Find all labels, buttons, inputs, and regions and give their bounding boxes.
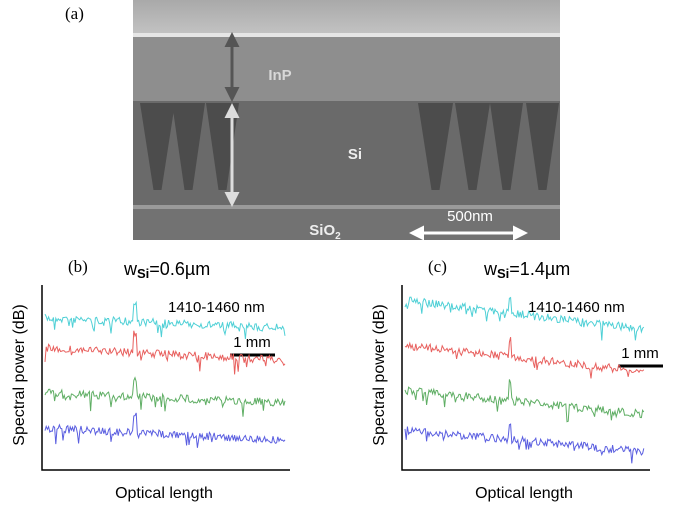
hole [455,103,490,190]
x-axis-label: Optical length [115,485,213,502]
panel-label: (a) [65,4,84,23]
y-axis-label: Spectral power (dB) [11,304,28,445]
layer-label: Si [348,146,362,163]
hole [140,103,175,190]
panel-label: (b) [68,257,88,276]
scale-bar-label: 1 mm [233,334,271,351]
sem-image [133,0,560,241]
hole [172,103,205,190]
width-label: wSi=1.4µm [483,259,570,282]
width-value: =0.6µm [149,259,210,279]
width-label: wSi=0.6µm [123,259,210,282]
range-label: 1410-1460 nm [168,299,265,316]
width-sub: Si [137,266,149,281]
width-value: =1.4µm [509,259,570,279]
trace [404,423,645,464]
axes [41,285,290,471]
scale-bar-label: 1 mm [621,345,659,362]
trace [44,376,286,417]
hole [526,103,559,190]
panel-c: (c) wSi=1.4µm 1410-1460 nm 1 mm Spectral pow… [371,257,663,502]
y-axis-label: Spectral power (dB) [371,304,388,445]
trace [44,412,286,448]
hole [490,103,523,190]
trace [404,296,645,341]
scale-bar-label: 500nm [447,208,493,225]
trace [44,330,286,375]
layer-label: SiO2 [309,222,341,242]
range-label: 1410-1460 nm [528,299,625,316]
axes [401,285,650,471]
width-symbol: w [483,259,498,279]
panel-label: (c) [428,257,447,276]
trace [404,336,645,379]
x-axis-label: Optical length [475,485,573,502]
width-sub: Si [497,266,509,281]
trace [404,379,645,423]
width-symbol: w [123,259,138,279]
layer-label: InP [268,67,291,84]
trace [44,300,286,340]
panel-b: (b) wSi=0.6µm 1410-1460 nm 1 mm Spectral pow… [11,257,290,502]
hole [418,103,453,190]
